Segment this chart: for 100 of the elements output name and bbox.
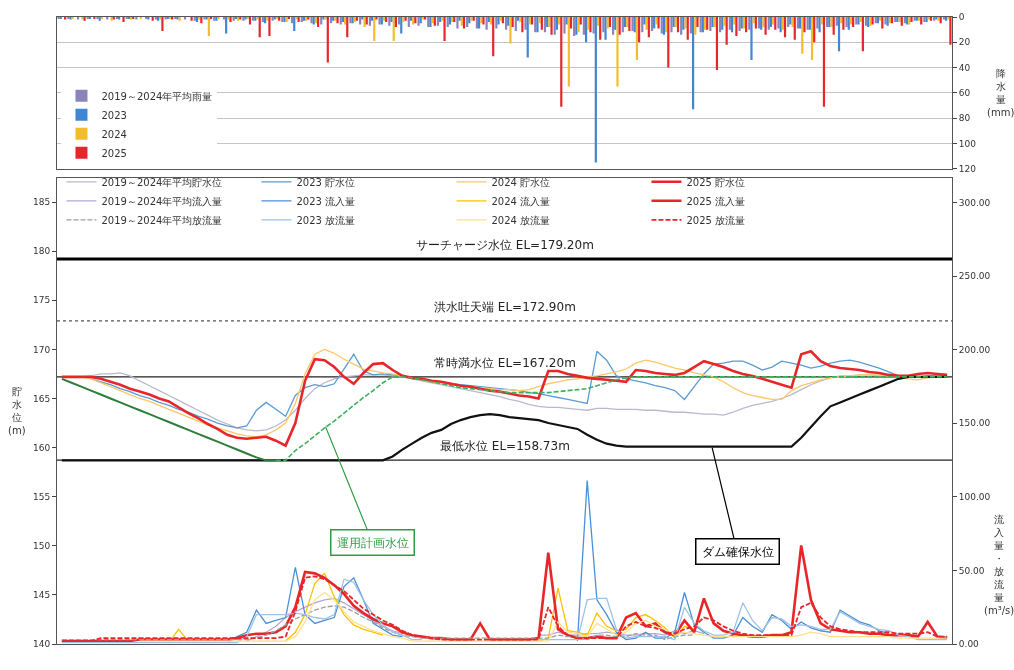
y2-tick-label: 100.00 <box>958 491 991 502</box>
bar <box>248 17 252 25</box>
bar <box>614 17 617 30</box>
bar <box>949 17 952 45</box>
line-series <box>60 377 277 462</box>
bar <box>458 17 461 21</box>
bar <box>801 17 804 54</box>
y-tick-label: 80 <box>958 113 971 124</box>
y-tick-label: 20 <box>958 37 971 48</box>
bar <box>723 17 726 26</box>
bar <box>647 17 650 38</box>
bar <box>692 17 695 110</box>
line-series <box>275 376 948 462</box>
bar <box>657 17 660 29</box>
y-tick-label: 185 <box>33 197 51 208</box>
y-tick-label: 0 <box>958 12 965 23</box>
bar <box>793 17 796 40</box>
bar <box>667 17 670 68</box>
bar <box>783 17 787 38</box>
legend-label: 2023 流入量 <box>296 195 356 207</box>
annotation: 運用計画水位 <box>336 535 409 550</box>
bar <box>540 17 543 30</box>
line-series <box>139 591 948 642</box>
legend-label: 2024 放流量 <box>491 214 551 226</box>
bar <box>560 17 563 107</box>
bar <box>346 17 349 38</box>
legend-label: 2023 放流量 <box>296 214 356 226</box>
y-tick-label: 140 <box>33 639 51 650</box>
bar <box>599 17 602 40</box>
y2-tick-label: 50.00 <box>958 565 985 576</box>
y2-tick-label: 150.00 <box>958 418 991 429</box>
bar <box>733 17 736 25</box>
bar <box>822 17 826 107</box>
bar <box>507 17 510 26</box>
bar <box>694 17 697 35</box>
bar <box>810 17 814 60</box>
y-axis-title: 降水量 (mm) <box>987 68 1014 118</box>
legend-label: 2025 放流量 <box>686 214 746 226</box>
bar <box>106 17 109 20</box>
bar <box>504 17 508 30</box>
ref-line-label: 最低水位 EL=158.73m <box>440 439 570 453</box>
y-tick-label: 120 <box>958 163 977 174</box>
bar <box>725 17 728 45</box>
ref-line-label: 洪水吐天端 EL=172.90m <box>434 300 576 314</box>
bar <box>509 17 512 44</box>
bar <box>497 17 500 25</box>
bar <box>612 17 615 35</box>
legend-label: 2019～2024年平均貯水位 <box>101 176 223 188</box>
legend-label: 2023 <box>101 109 127 121</box>
bar <box>207 17 210 36</box>
y-tick-label: 155 <box>33 491 51 502</box>
bar <box>409 17 413 21</box>
bar <box>543 17 547 33</box>
y-tick-label: 60 <box>958 88 971 99</box>
bar <box>567 17 570 87</box>
bar <box>361 17 364 20</box>
y2-tick-label: 250.00 <box>958 271 991 282</box>
bar <box>326 17 329 63</box>
bar <box>183 17 187 20</box>
bar <box>837 17 841 52</box>
bar <box>370 17 374 21</box>
bar <box>394 17 397 28</box>
ref-line-label: 常時満水位 EL=167.20m <box>434 356 576 370</box>
legend-label: 2019～2024年平均放流量 <box>101 214 223 226</box>
bar <box>596 17 600 26</box>
bar <box>861 17 864 52</box>
bar <box>373 17 376 42</box>
bar <box>604 17 607 40</box>
legend-label: 2025 貯水位 <box>686 176 746 188</box>
bar <box>696 17 699 28</box>
bar <box>316 17 320 28</box>
bar <box>359 17 362 25</box>
bar <box>686 17 689 40</box>
legend-label: 2024 流入量 <box>491 195 551 207</box>
bar <box>813 17 816 43</box>
bar <box>466 17 469 28</box>
y2-axis-title: 流入量・放流量 (m³/s) <box>984 514 1014 616</box>
y2-tick-label: 200.00 <box>958 344 991 355</box>
bar <box>764 17 767 35</box>
bar <box>832 17 835 35</box>
legend-label: 2025 流入量 <box>686 195 746 207</box>
y-tick-label: 170 <box>33 344 51 355</box>
bar <box>635 17 639 60</box>
bar <box>602 17 605 33</box>
bar <box>715 17 719 71</box>
bar <box>645 17 648 30</box>
y-tick-label: 160 <box>33 442 51 453</box>
y-tick-label: 150 <box>33 540 51 551</box>
bar <box>526 17 529 58</box>
bar <box>397 17 401 25</box>
bar <box>485 17 488 30</box>
legend-label: 2023 貯水位 <box>296 176 356 188</box>
bar <box>456 17 459 29</box>
legend-label: 2019～2024年平均雨量 <box>101 90 213 102</box>
bar <box>392 17 395 42</box>
legend-label: 2024 <box>101 128 127 140</box>
bar <box>258 17 261 38</box>
bar <box>443 17 446 42</box>
bar <box>76 17 80 20</box>
bar <box>492 17 495 57</box>
